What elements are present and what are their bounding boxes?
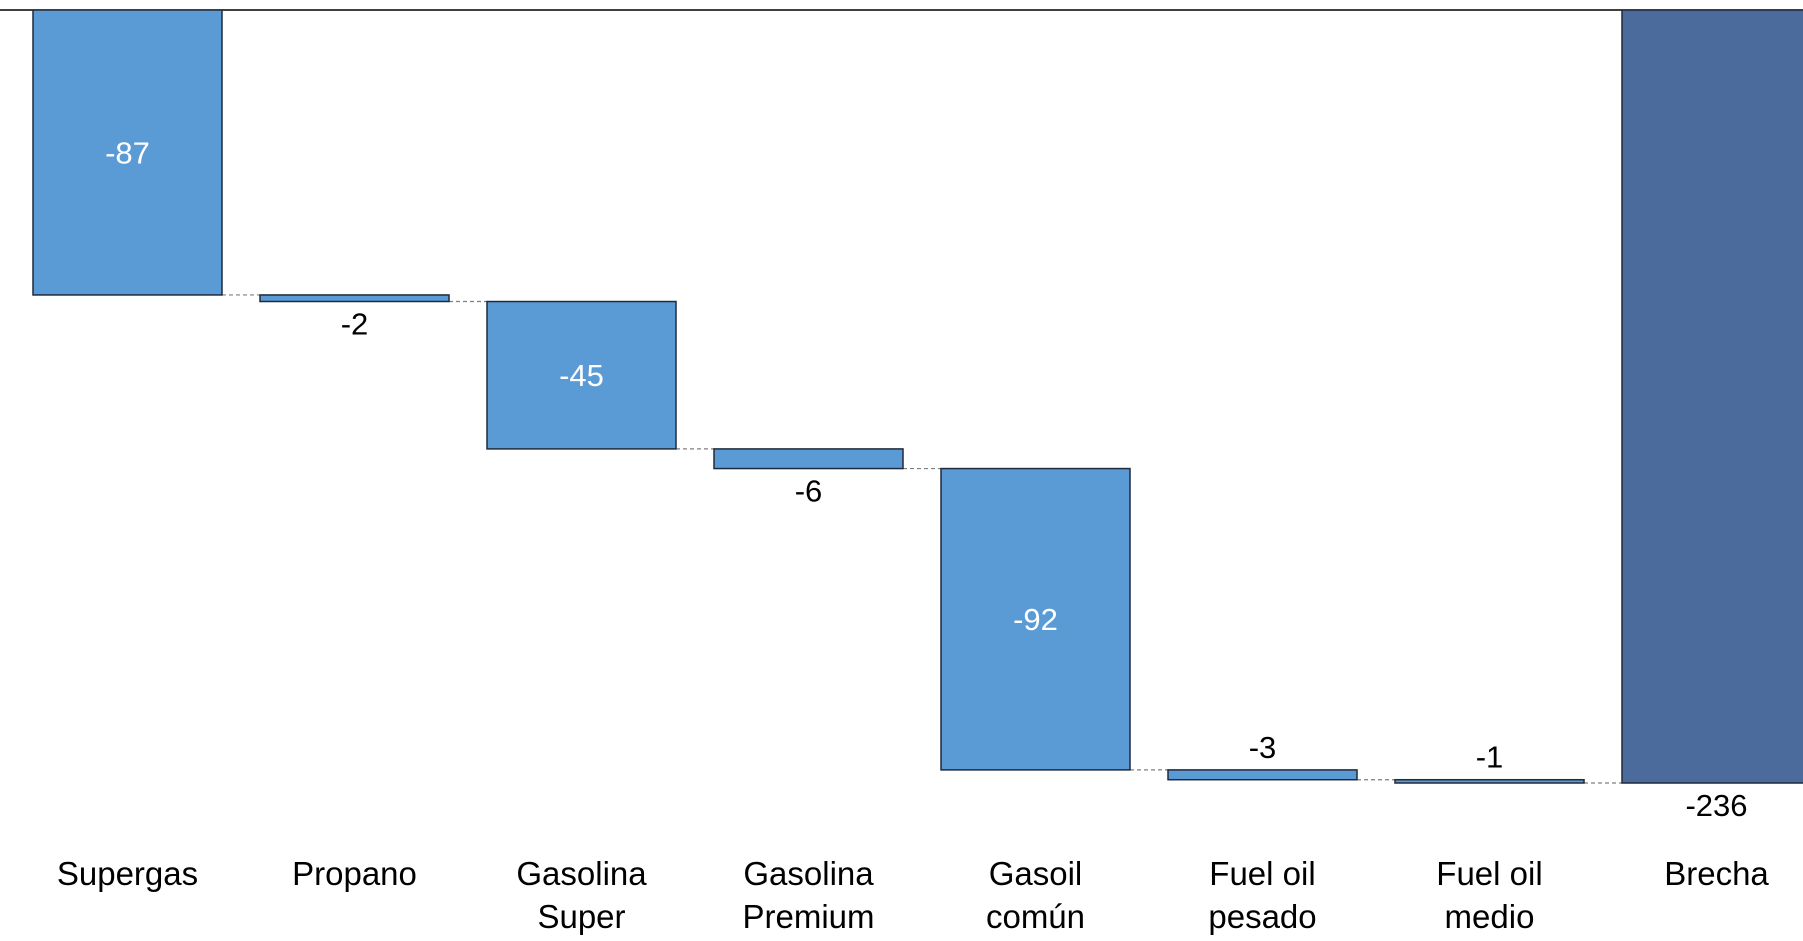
bar-1 (259, 294, 450, 303)
category-label-7: Brecha (1664, 855, 1769, 892)
value-label-3: -6 (795, 474, 823, 509)
value-label-2: -45 (559, 358, 604, 393)
category-label-1: Propano (292, 855, 417, 892)
bar-6 (1394, 778, 1585, 784)
bar-3 (713, 448, 904, 470)
category-label-6: Fuel oil medio (1436, 855, 1542, 935)
value-label-0: -87 (105, 135, 150, 170)
bars (32, 9, 1803, 784)
value-label-4: -92 (1013, 602, 1058, 637)
value-labels: -87 -2 -45 -6 -92 -3 -1 -236 (105, 135, 1747, 823)
bar-0 (32, 9, 223, 296)
category-label-2: Gasolina Super (516, 855, 647, 935)
value-label-1: -2 (341, 307, 369, 342)
bar-5 (1167, 769, 1358, 781)
bar-7 (1621, 9, 1803, 784)
category-label-0: Supergas (57, 855, 198, 892)
category-label-4: Gasoil común (986, 855, 1085, 935)
value-label-5: -3 (1249, 730, 1277, 765)
value-label-6: -1 (1476, 740, 1504, 775)
connector-lines (222, 294, 1622, 784)
category-labels: Supergas Propano Gasolina Super Gasolina Prem… (57, 855, 1770, 935)
value-label-7: -236 (1685, 788, 1747, 823)
bar-2 (486, 300, 677, 450)
category-label-3: Gasolina Premium (742, 855, 874, 935)
category-label-5: Fuel oil pesado (1208, 855, 1316, 935)
bar-4 (940, 467, 1131, 771)
